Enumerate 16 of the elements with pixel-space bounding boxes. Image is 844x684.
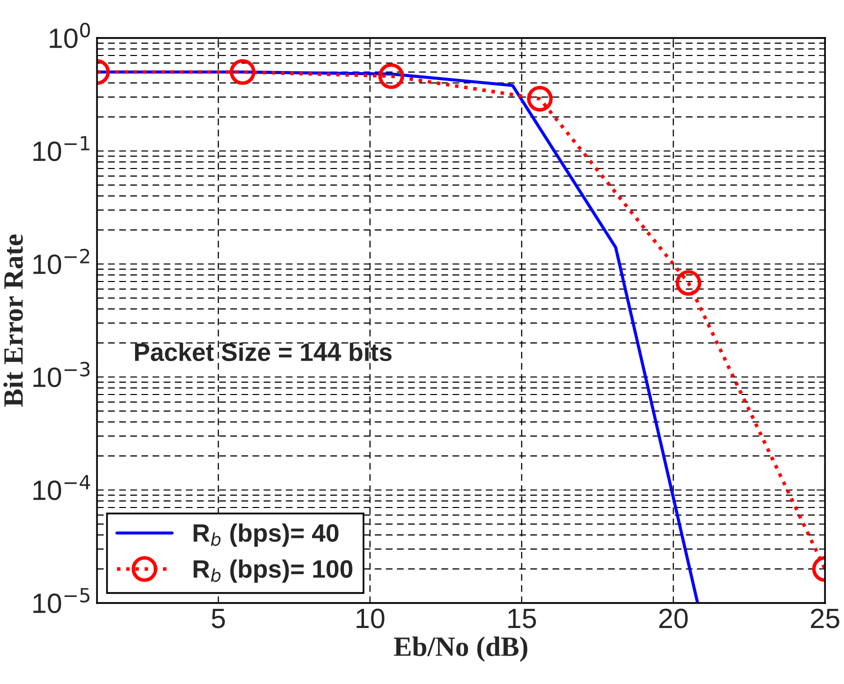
y-tick-label: 10$^{−3}$ [33,362,90,388]
x-tick-label: 25 [810,608,840,628]
x-tick-label: 20 [659,608,688,628]
y-tick-label: 10$^{−4}$ [33,475,90,500]
x-tick-label: 15 [508,608,536,628]
x-tick-label: 5 [212,608,225,628]
legend-label: R$_{b}$ (bps)= 40 [194,524,338,547]
annotation: Packet Size = 144 bits [135,342,392,362]
x-axis-title: Eb/No (dB) [394,636,528,662]
y-tick-label: 10$^{−2}$ [33,248,90,274]
y-axis-title: Bit Error Rate [3,234,23,407]
legend-label: R$_{b}$ (bps)= 100 [194,560,352,583]
x-tick-label: 10 [356,608,384,628]
y-tick-label: 10$^{0}$ [50,22,90,48]
y-tick-label: 10$^{−1}$ [33,136,90,162]
y-tick-label: 10$^{−5}$ [33,588,90,614]
